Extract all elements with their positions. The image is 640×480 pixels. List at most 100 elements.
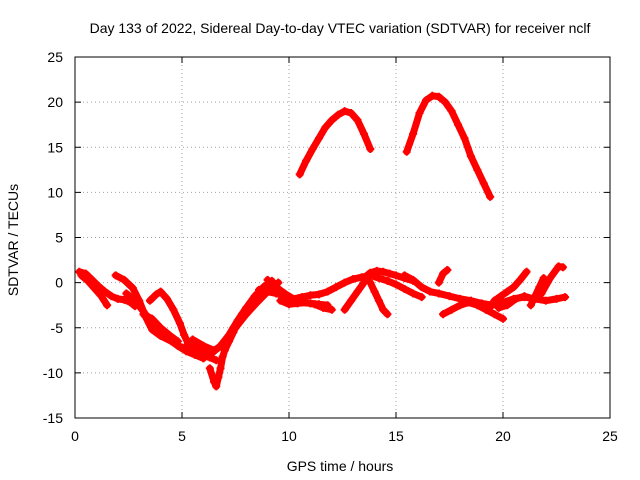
data-point: [103, 301, 112, 310]
data-point: [516, 275, 525, 284]
data-point: [531, 292, 540, 301]
data-point: [359, 129, 368, 138]
data-point: [454, 120, 463, 129]
x-tick-label: 15: [388, 428, 404, 444]
data-point: [182, 341, 191, 350]
data-point: [314, 134, 323, 143]
data-point: [490, 296, 499, 305]
series-arc: [139, 310, 182, 346]
data-point: [366, 145, 375, 154]
data-point: [392, 280, 400, 289]
data-point: [494, 303, 503, 312]
y-axis-label: SDTVAR / TECUs: [5, 184, 21, 296]
series-arc: [434, 265, 452, 287]
data-point: [347, 296, 356, 305]
x-tick-label: 10: [281, 428, 297, 444]
data-point: [276, 296, 285, 305]
data-point: [409, 289, 418, 298]
data-point: [152, 290, 161, 299]
series-line: [403, 92, 494, 201]
series-arc: [77, 271, 112, 310]
data-point: [255, 285, 264, 294]
data-point: [392, 271, 400, 280]
data-point: [210, 346, 219, 355]
series-arc: [484, 267, 531, 314]
y-tick-label: 15: [47, 139, 63, 155]
data-point: [175, 319, 184, 328]
data-point: [400, 271, 409, 280]
y-tick-label: 10: [47, 184, 63, 200]
data-point: [107, 292, 116, 301]
data-point: [400, 284, 409, 293]
data-point: [526, 301, 535, 310]
data-point: [456, 301, 465, 310]
data-point: [222, 334, 231, 343]
data-point: [522, 267, 531, 276]
data-point: [439, 269, 448, 278]
data-point: [334, 110, 343, 119]
data-point: [402, 147, 411, 156]
data-point: [293, 299, 302, 308]
data-point: [319, 303, 328, 312]
x-tick-label: 5: [178, 428, 186, 444]
data-point: [235, 314, 244, 323]
data-point: [280, 289, 289, 298]
data-point: [111, 271, 120, 280]
data-point: [96, 291, 105, 300]
data-point: [169, 305, 178, 314]
y-tick-label: -15: [43, 410, 63, 426]
data-point: [503, 287, 512, 296]
data-point: [139, 310, 148, 319]
data-point: [122, 289, 131, 298]
data-point: [385, 269, 394, 278]
data-point: [473, 301, 482, 310]
data-point: [190, 350, 199, 359]
data-point: [145, 296, 154, 305]
data-point: [353, 116, 362, 125]
data-point: [366, 268, 375, 277]
series-arc: [295, 107, 375, 179]
y-tick-label: 20: [47, 94, 63, 110]
data-point: [434, 289, 443, 298]
data-point: [77, 271, 86, 280]
data-point: [248, 296, 257, 305]
data-point: [165, 330, 174, 339]
data-point: [383, 276, 392, 285]
data-point: [272, 283, 281, 292]
data-point: [426, 287, 435, 296]
data-point: [100, 287, 109, 296]
data-point: [214, 373, 223, 382]
data-point: [464, 298, 473, 307]
data-point: [439, 310, 448, 319]
data-point: [188, 335, 197, 344]
data-point: [499, 314, 507, 323]
data-point: [340, 278, 349, 287]
data-point: [552, 294, 561, 303]
chart-title: Day 133 of 2022, Sidereal Day-to-day VTE…: [90, 20, 591, 36]
data-point: [503, 301, 512, 310]
data-point: [374, 274, 383, 283]
data-point: [229, 323, 238, 332]
data-point: [443, 265, 452, 274]
data-point: [212, 382, 221, 391]
data-point: [130, 296, 139, 305]
series-line: [527, 274, 548, 309]
data-point: [370, 287, 379, 296]
data-point: [340, 107, 349, 116]
data-point: [263, 275, 272, 284]
x-axis-label: GPS time / hours: [287, 458, 394, 474]
data-point: [83, 276, 92, 285]
data-point: [347, 108, 356, 117]
data-point: [541, 296, 550, 305]
data-point: [447, 305, 456, 314]
data-point: [558, 263, 567, 272]
data-point: [120, 295, 129, 304]
data-point: [210, 377, 219, 386]
data-point: [379, 305, 388, 314]
data-point: [220, 346, 229, 355]
series-arc: [216, 283, 270, 350]
data-point: [323, 287, 332, 296]
data-point: [148, 314, 157, 323]
x-tick-label: 0: [71, 428, 79, 444]
